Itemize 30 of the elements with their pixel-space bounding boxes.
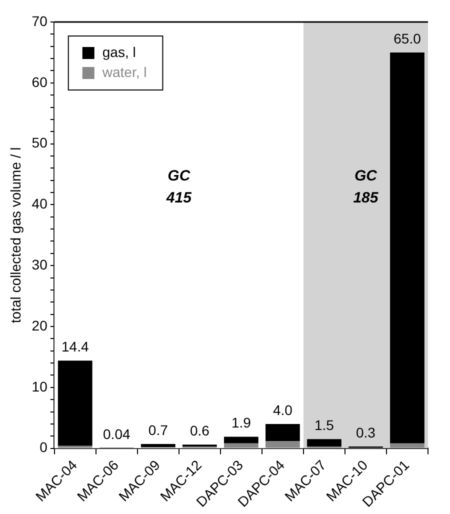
y-axis-title: total collected gas volume / l xyxy=(7,147,24,324)
bar xyxy=(307,439,342,446)
bar xyxy=(266,424,300,441)
bar xyxy=(58,360,92,446)
legend-label: gas, l xyxy=(102,44,136,60)
bar xyxy=(390,443,424,448)
total-label: 65.0 xyxy=(394,30,422,46)
y-tick-label: 0 xyxy=(40,439,48,456)
bar xyxy=(266,441,300,448)
total-label: 0.3 xyxy=(356,424,376,440)
y-tick-label: 20 xyxy=(32,317,48,334)
y-tick-label: 10 xyxy=(32,378,48,394)
total-label: 1.5 xyxy=(314,417,334,434)
y-tick-label: 30 xyxy=(32,256,48,272)
total-label: 0.04 xyxy=(103,426,130,442)
y-tick-label: 70 xyxy=(32,12,48,29)
y-tick-label: 50 xyxy=(32,134,48,151)
bar xyxy=(224,436,258,444)
band-label: GC 415 xyxy=(165,167,192,206)
legend-label: water, l xyxy=(101,64,147,80)
total-label: 1.9 xyxy=(231,414,252,431)
total-label: 14.4 xyxy=(62,338,89,354)
band-label: GC 185 xyxy=(353,167,379,206)
total-label: 0.7 xyxy=(148,422,168,438)
bar xyxy=(390,52,424,444)
total-label: 4.0 xyxy=(272,402,293,418)
total-label: 0.6 xyxy=(190,422,210,439)
y-tick-label: 60 xyxy=(32,74,48,90)
y-tick-label: 40 xyxy=(32,196,48,212)
bar xyxy=(224,443,258,448)
